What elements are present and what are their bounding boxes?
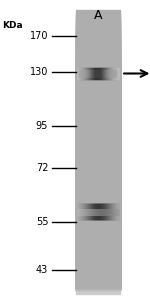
- Bar: [76, 276, 120, 290]
- Bar: [76, 150, 120, 289]
- Bar: [76, 114, 120, 288]
- Text: 43: 43: [36, 265, 48, 275]
- Bar: [76, 244, 120, 290]
- Bar: [76, 265, 120, 290]
- Bar: [76, 89, 120, 288]
- Bar: [76, 172, 120, 289]
- Bar: [76, 222, 120, 290]
- Bar: [76, 190, 120, 289]
- Bar: [76, 71, 120, 288]
- Bar: [76, 200, 120, 289]
- Bar: [76, 179, 120, 289]
- Bar: [76, 31, 120, 287]
- Bar: [76, 240, 120, 290]
- Bar: [76, 139, 120, 289]
- Bar: [76, 46, 120, 287]
- Bar: [76, 290, 120, 294]
- Bar: [76, 182, 120, 289]
- Bar: [76, 146, 120, 289]
- Bar: [76, 28, 120, 287]
- Text: 130: 130: [30, 67, 48, 77]
- Bar: [76, 218, 120, 290]
- Bar: [76, 103, 120, 288]
- Bar: [76, 42, 120, 287]
- Bar: [76, 121, 120, 288]
- Bar: [76, 132, 120, 288]
- Text: KDa: KDa: [3, 21, 23, 30]
- Bar: [76, 247, 120, 290]
- Bar: [76, 233, 120, 290]
- Bar: [76, 13, 120, 287]
- Bar: [76, 204, 120, 289]
- Bar: [76, 38, 120, 287]
- Bar: [76, 136, 120, 288]
- Bar: [76, 53, 120, 287]
- Text: 95: 95: [36, 121, 48, 131]
- Bar: [76, 64, 120, 287]
- Bar: [76, 154, 120, 289]
- Bar: [76, 186, 120, 289]
- Bar: [76, 164, 120, 289]
- Bar: [76, 283, 120, 290]
- Bar: [76, 251, 120, 290]
- Bar: [76, 24, 120, 287]
- Bar: [76, 215, 120, 290]
- Bar: [76, 280, 120, 290]
- Bar: [76, 35, 120, 287]
- Bar: [76, 175, 120, 289]
- Bar: [76, 110, 120, 288]
- Bar: [76, 20, 120, 287]
- Bar: [76, 211, 120, 290]
- Bar: [76, 254, 120, 290]
- Bar: [76, 78, 120, 288]
- Bar: [76, 272, 120, 290]
- Bar: [76, 17, 120, 287]
- Bar: [76, 67, 120, 288]
- Bar: [76, 10, 120, 287]
- Bar: [76, 96, 120, 288]
- Bar: [76, 128, 120, 288]
- Bar: [76, 82, 120, 288]
- Bar: [76, 287, 120, 290]
- Bar: [76, 236, 120, 290]
- Bar: [76, 56, 120, 287]
- Bar: [76, 100, 120, 288]
- Bar: [76, 208, 120, 289]
- Bar: [76, 49, 120, 287]
- Text: A: A: [93, 9, 102, 22]
- Bar: [76, 125, 120, 288]
- Bar: [76, 229, 120, 290]
- Bar: [76, 118, 120, 288]
- Text: 72: 72: [36, 163, 48, 173]
- Text: 170: 170: [30, 31, 48, 41]
- Bar: [76, 168, 120, 289]
- Bar: [76, 269, 120, 290]
- Bar: [76, 85, 120, 288]
- Bar: [76, 161, 120, 289]
- Bar: [76, 226, 120, 290]
- Bar: [76, 107, 120, 288]
- Bar: [76, 74, 120, 288]
- Bar: [76, 262, 120, 290]
- Text: 55: 55: [36, 217, 48, 227]
- Bar: [76, 258, 120, 290]
- Bar: [76, 60, 120, 287]
- Bar: [76, 197, 120, 289]
- Bar: [76, 92, 120, 288]
- Bar: [76, 157, 120, 289]
- Bar: [76, 143, 120, 289]
- Bar: [76, 193, 120, 289]
